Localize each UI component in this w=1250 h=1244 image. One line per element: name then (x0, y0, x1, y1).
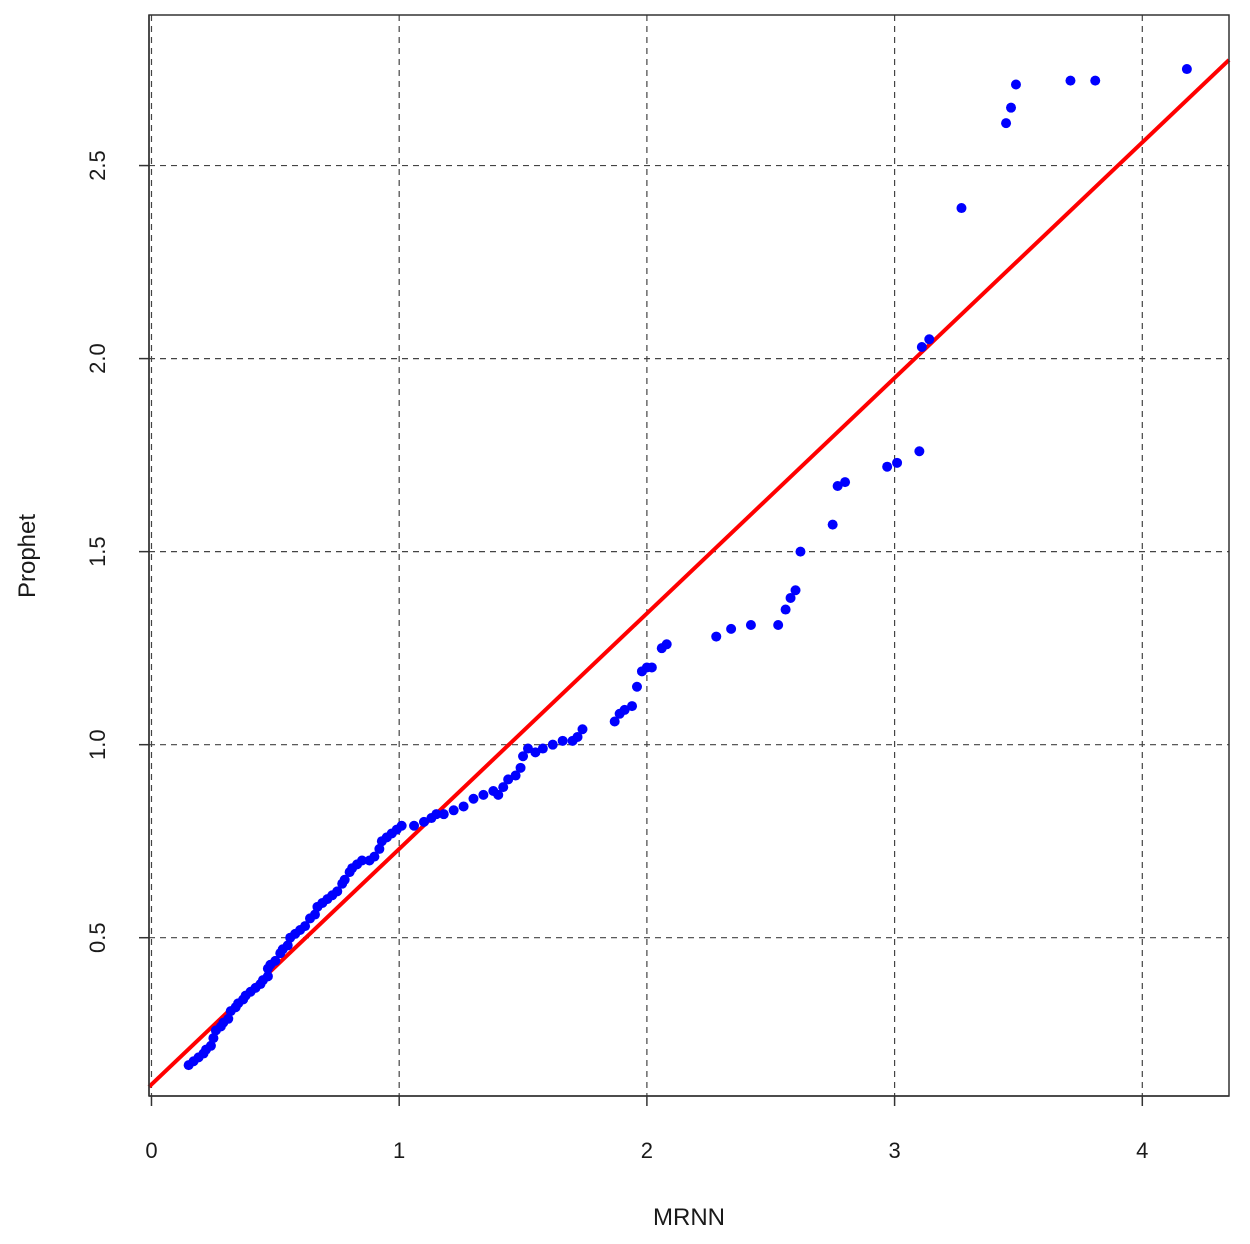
x-axis-label: MRNN (653, 1204, 725, 1231)
data-point (374, 843, 385, 854)
data-point (914, 446, 925, 457)
data-point (646, 662, 657, 673)
data-point (300, 921, 311, 932)
data-point (547, 739, 558, 750)
x-tick-label: 1 (393, 1138, 405, 1163)
data-point (493, 789, 504, 800)
x-tick-label: 0 (145, 1138, 157, 1163)
data-point (262, 971, 273, 982)
data-point (438, 809, 449, 820)
data-point (205, 1040, 216, 1051)
data-point (369, 851, 380, 862)
data-point (1065, 75, 1076, 86)
data-point (522, 743, 533, 754)
y-tick-label: 1.0 (85, 729, 110, 760)
data-point (448, 805, 459, 816)
data-point (557, 735, 568, 746)
x-tick-label: 4 (1136, 1138, 1148, 1163)
data-point (1006, 102, 1017, 113)
data-point (745, 619, 756, 630)
data-point (572, 731, 583, 742)
data-point (1010, 79, 1021, 90)
data-point (309, 909, 320, 920)
data-point (827, 519, 838, 530)
y-tick-label: 2.0 (85, 343, 110, 374)
data-point (726, 623, 737, 634)
data-point (790, 585, 801, 596)
reference-line (147, 58, 1231, 1089)
data-point (609, 716, 620, 727)
data-point (916, 342, 927, 353)
data-point (631, 681, 642, 692)
data-point (1181, 64, 1192, 75)
data-point (515, 762, 526, 773)
ticks: 0 1 2 3 4 0.5 1.0 1.5 2.0 2.5 (85, 150, 1148, 1163)
data-point (924, 334, 935, 345)
x-tick-label: 3 (888, 1138, 900, 1163)
data-points (183, 64, 1192, 1071)
data-point (468, 793, 479, 804)
y-tick-label: 0.5 (85, 922, 110, 953)
data-point (956, 203, 967, 214)
data-point (478, 789, 489, 800)
data-point (537, 743, 548, 754)
data-point (832, 481, 843, 492)
data-point (711, 631, 722, 642)
data-point (785, 592, 796, 603)
data-point (498, 782, 509, 793)
data-point (396, 820, 407, 831)
data-point (503, 774, 514, 785)
y-axis-label: Prophet (14, 514, 41, 598)
data-point (409, 820, 420, 831)
data-point (661, 639, 672, 650)
data-point (458, 801, 469, 812)
data-point (840, 477, 851, 488)
data-point (339, 874, 350, 885)
data-point (270, 955, 281, 966)
data-point (223, 1013, 234, 1024)
data-point (332, 886, 343, 897)
data-point (208, 1033, 219, 1044)
data-point (418, 816, 429, 827)
data-point (282, 940, 293, 951)
axes (148, 15, 1229, 1097)
data-point (795, 546, 806, 557)
data-point (530, 747, 541, 758)
data-point (518, 751, 529, 762)
data-point (780, 604, 791, 615)
x-tick-label: 2 (641, 1138, 653, 1163)
data-point (510, 770, 521, 781)
y-tick-label: 2.5 (85, 150, 110, 181)
data-point (357, 855, 368, 866)
data-point (431, 809, 442, 820)
data-point (892, 457, 903, 468)
gridlines (149, 15, 1229, 1096)
y-tick-label: 1.5 (85, 536, 110, 567)
data-point (1001, 118, 1012, 129)
data-point (1090, 75, 1101, 86)
reference-line-layer (147, 58, 1231, 1089)
data-point (773, 619, 784, 630)
data-point (577, 724, 588, 735)
data-point (627, 701, 638, 712)
data-point (619, 704, 630, 715)
data-point (882, 461, 893, 472)
